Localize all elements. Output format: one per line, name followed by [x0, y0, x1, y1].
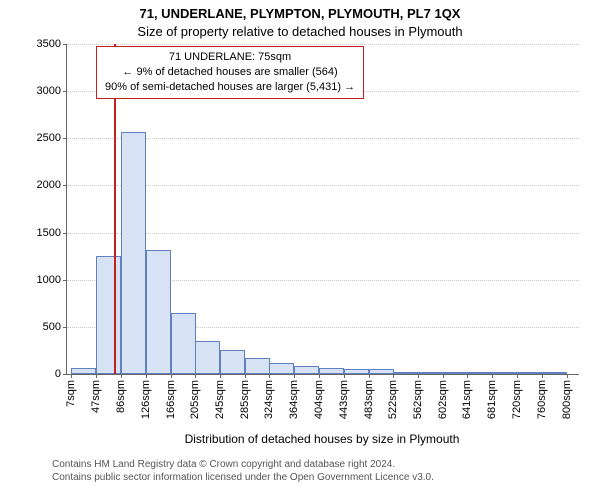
x-tick-mark [467, 374, 468, 378]
footer-line-1: Contains HM Land Registry data © Crown c… [52, 458, 434, 471]
x-tick-mark [245, 374, 246, 378]
y-tick-label: 3500 [37, 38, 61, 50]
histogram-bar [71, 368, 96, 374]
histogram-bar [443, 372, 468, 374]
x-tick-label: 681sqm [486, 380, 498, 419]
x-tick-label: 285sqm [239, 380, 251, 419]
y-tick-label: 3000 [37, 85, 61, 97]
title-subtitle: Size of property relative to detached ho… [0, 24, 600, 39]
histogram-bar [121, 132, 146, 374]
y-tick-label: 1000 [37, 274, 61, 286]
title-address: 71, UNDERLANE, PLYMPTON, PLYMOUTH, PL7 1… [0, 6, 600, 21]
x-tick-mark [542, 374, 543, 378]
y-tick-label: 0 [55, 368, 61, 380]
x-tick-mark [195, 374, 196, 378]
gridline [67, 44, 579, 45]
x-tick-label: 760sqm [536, 380, 548, 419]
histogram-bar [344, 369, 369, 374]
y-tick-label: 2000 [37, 179, 61, 191]
histogram-bar [245, 358, 270, 374]
y-tick-mark [63, 138, 67, 139]
y-tick-label: 500 [43, 321, 61, 333]
x-tick-label: 522sqm [387, 380, 399, 419]
histogram-bar [171, 313, 196, 374]
histogram-bar [393, 372, 418, 374]
x-tick-mark [71, 374, 72, 378]
x-tick-mark [344, 374, 345, 378]
footer-attribution: Contains HM Land Registry data © Crown c… [52, 458, 434, 484]
histogram-bar [467, 372, 492, 374]
info-box: 71 UNDERLANE: 75sqm ← 9% of detached hou… [96, 46, 364, 99]
x-tick-label: 562sqm [412, 380, 424, 419]
histogram-bar [195, 341, 220, 374]
x-tick-label: 800sqm [561, 380, 573, 419]
y-tick-mark [63, 233, 67, 234]
x-tick-mark [294, 374, 295, 378]
x-tick-label: 47sqm [90, 380, 102, 413]
y-tick-mark [63, 280, 67, 281]
x-tick-mark [418, 374, 419, 378]
histogram-bar [96, 256, 121, 374]
x-tick-mark [443, 374, 444, 378]
info-line-3: 90% of semi-detached houses are larger (… [105, 80, 355, 95]
y-tick-mark [63, 374, 67, 375]
histogram-bar [369, 369, 394, 374]
x-tick-mark [96, 374, 97, 378]
x-tick-label: 602sqm [437, 380, 449, 419]
x-tick-mark [393, 374, 394, 378]
x-tick-mark [171, 374, 172, 378]
chart-container: 71, UNDERLANE, PLYMPTON, PLYMOUTH, PL7 1… [0, 0, 600, 500]
x-tick-label: 7sqm [65, 380, 77, 407]
x-tick-label: 126sqm [140, 380, 152, 419]
x-tick-label: 483sqm [363, 380, 375, 419]
y-tick-label: 2500 [37, 132, 61, 144]
histogram-bar [220, 350, 245, 374]
x-tick-label: 720sqm [511, 380, 523, 419]
histogram-bar [492, 372, 517, 374]
footer-line-2: Contains public sector information licen… [52, 471, 434, 484]
x-tick-label: 641sqm [461, 380, 473, 419]
histogram-bar [294, 366, 319, 374]
y-tick-mark [63, 185, 67, 186]
x-tick-label: 404sqm [313, 380, 325, 419]
x-tick-label: 166sqm [165, 380, 177, 419]
x-tick-label: 324sqm [263, 380, 275, 419]
histogram-bar [269, 363, 294, 374]
info-line-2: ← 9% of detached houses are smaller (564… [105, 65, 355, 80]
x-tick-label: 86sqm [115, 380, 127, 413]
x-tick-mark [121, 374, 122, 378]
x-tick-label: 205sqm [189, 380, 201, 419]
y-tick-label: 1500 [37, 227, 61, 239]
info-line-1: 71 UNDERLANE: 75sqm [105, 50, 355, 65]
x-tick-mark [492, 374, 493, 378]
y-tick-mark [63, 44, 67, 45]
x-tick-mark [146, 374, 147, 378]
x-tick-mark [369, 374, 370, 378]
x-axis-label: Distribution of detached houses by size … [66, 432, 578, 446]
x-tick-label: 443sqm [338, 380, 350, 419]
x-tick-mark [517, 374, 518, 378]
histogram-bar [517, 372, 542, 374]
y-tick-mark [63, 91, 67, 92]
x-tick-label: 364sqm [288, 380, 300, 419]
x-tick-mark [269, 374, 270, 378]
histogram-bar [418, 372, 443, 374]
histogram-bar [146, 250, 171, 374]
x-tick-mark [319, 374, 320, 378]
x-tick-mark [220, 374, 221, 378]
histogram-bar [319, 368, 344, 374]
x-tick-label: 245sqm [214, 380, 226, 419]
y-tick-mark [63, 327, 67, 328]
x-tick-mark [567, 374, 568, 378]
histogram-bar [542, 372, 567, 374]
